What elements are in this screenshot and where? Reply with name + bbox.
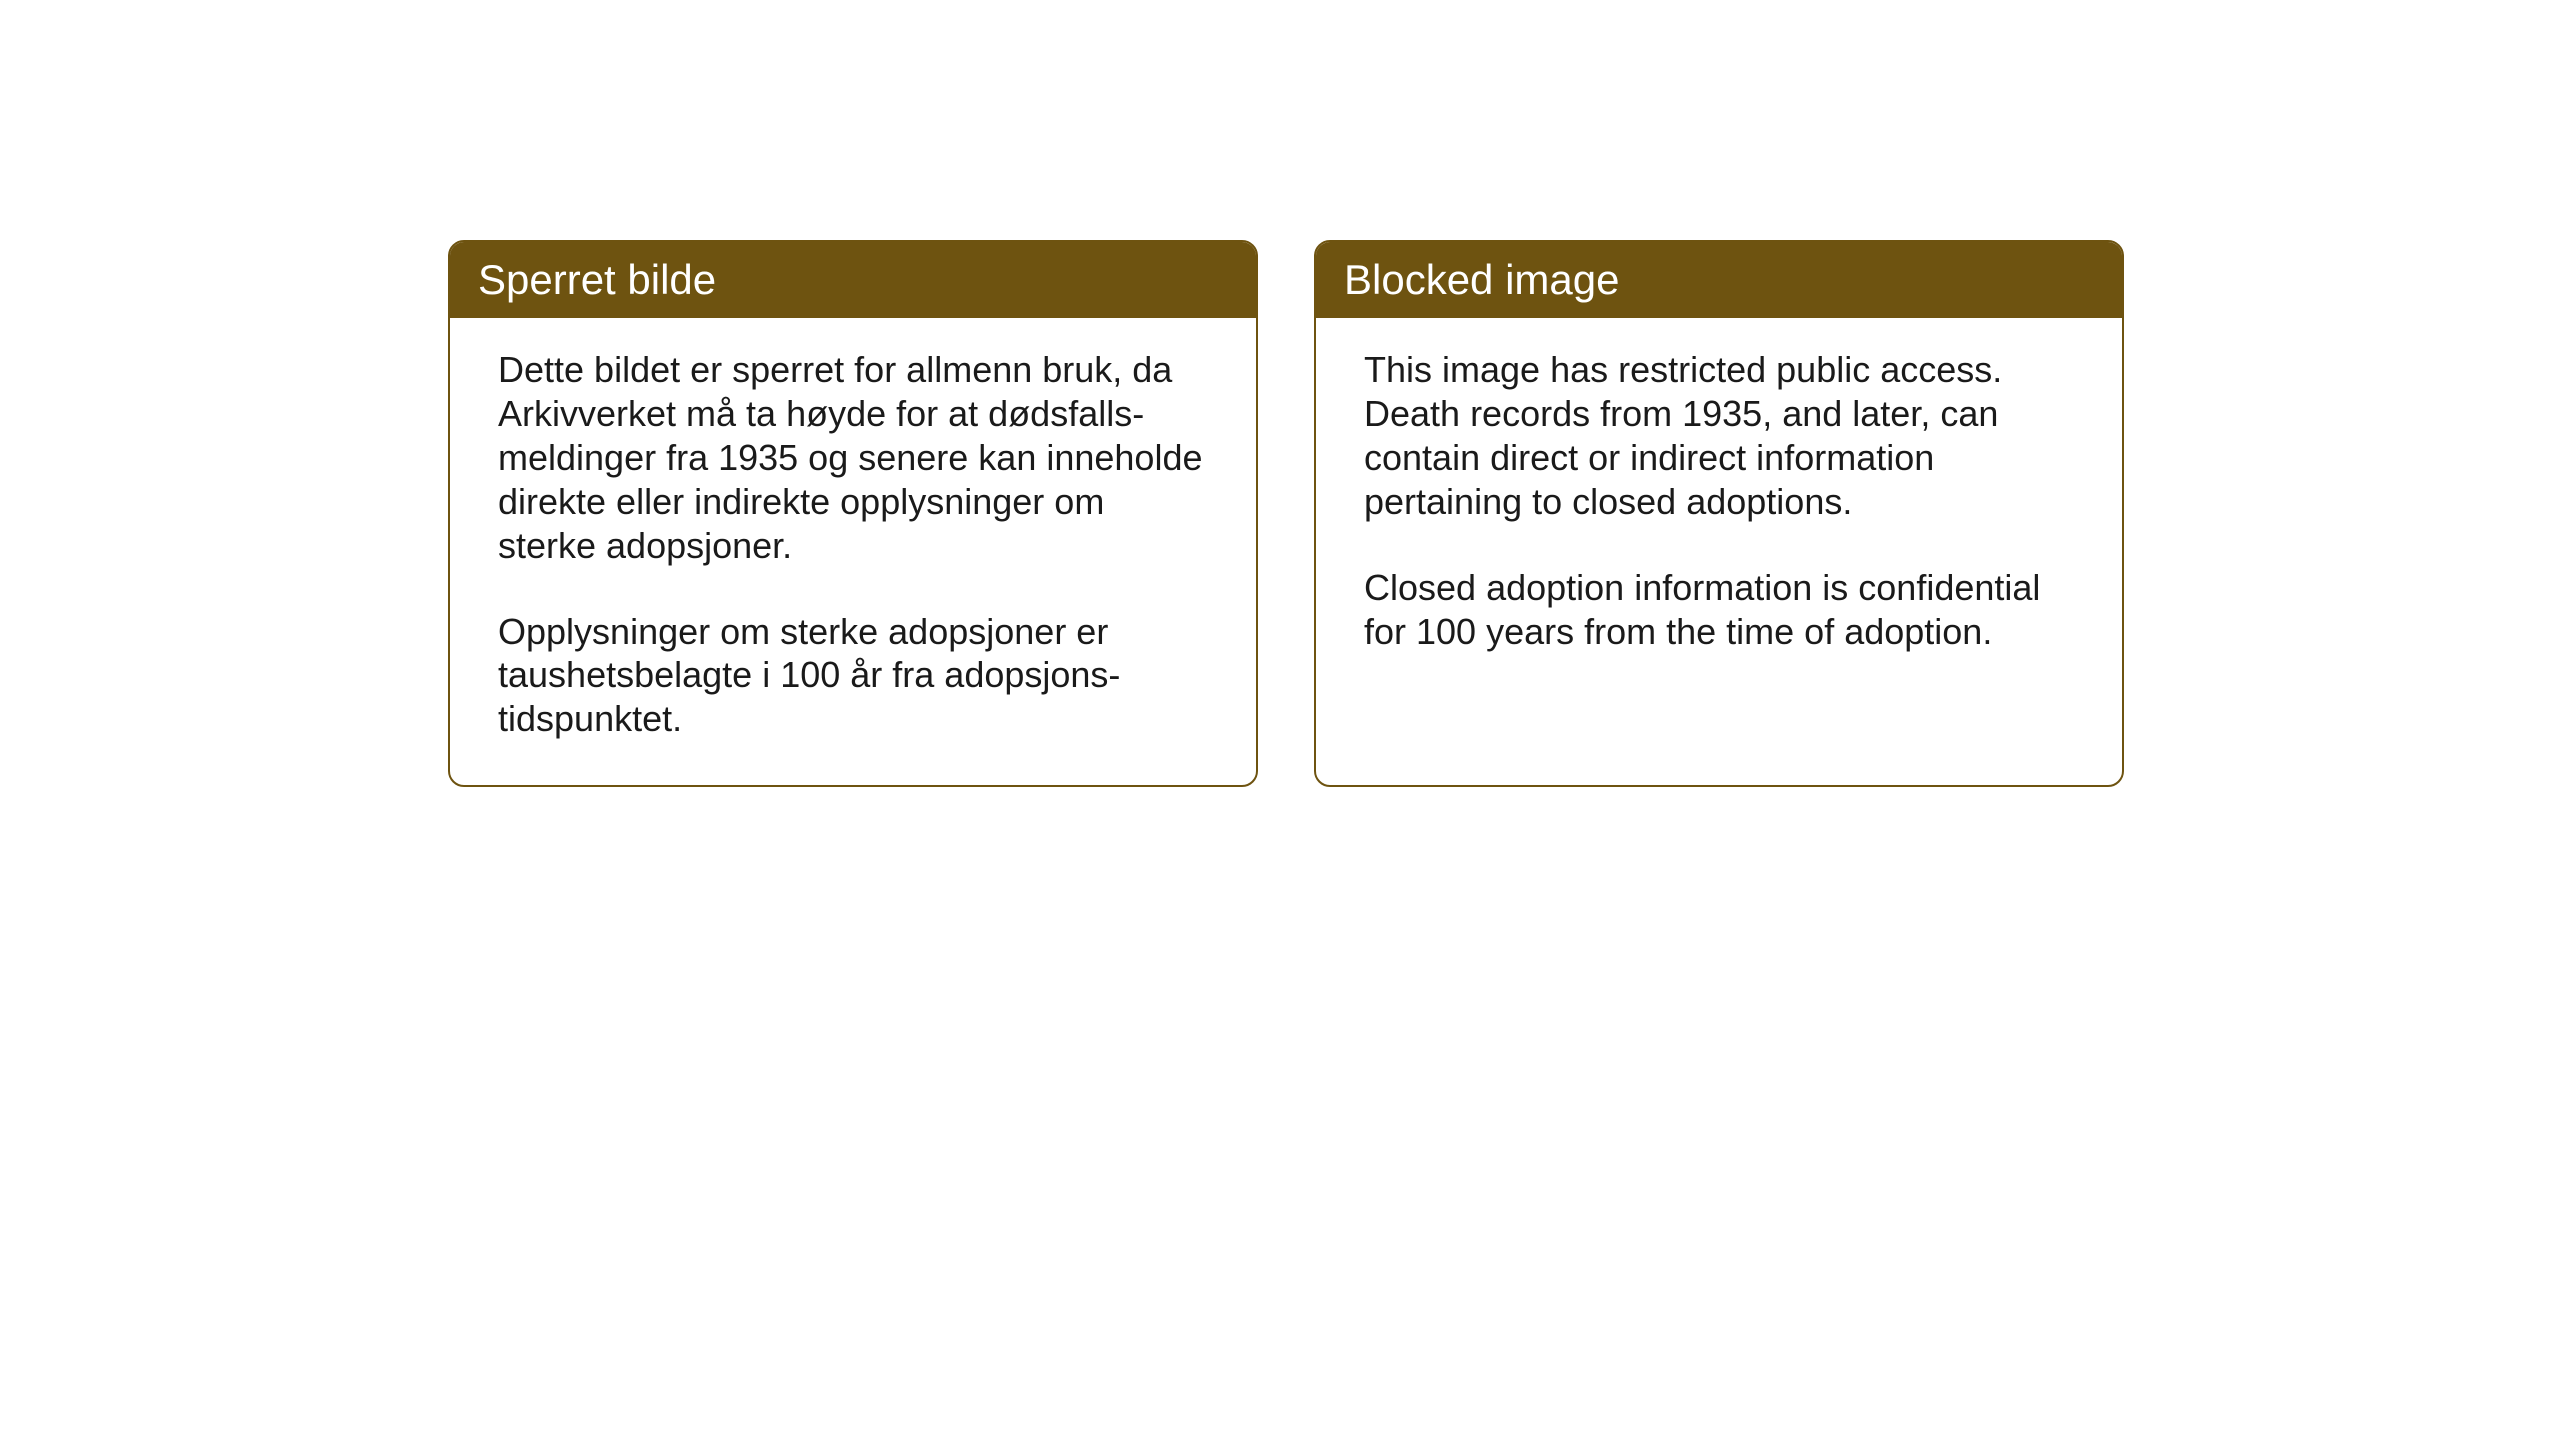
norwegian-notice-card: Sperret bilde Dette bildet er sperret fo… <box>448 240 1258 787</box>
english-card-body: This image has restricted public access.… <box>1316 318 2122 697</box>
english-paragraph-2: Closed adoption information is confident… <box>1364 566 2074 654</box>
norwegian-card-body: Dette bildet er sperret for allmenn bruk… <box>450 318 1256 785</box>
notice-container: Sperret bilde Dette bildet er sperret fo… <box>448 240 2124 787</box>
norwegian-card-title: Sperret bilde <box>450 242 1256 318</box>
norwegian-paragraph-1: Dette bildet er sperret for allmenn bruk… <box>498 348 1208 568</box>
english-notice-card: Blocked image This image has restricted … <box>1314 240 2124 787</box>
norwegian-paragraph-2: Opplysninger om sterke adopsjoner er tau… <box>498 610 1208 742</box>
english-paragraph-1: This image has restricted public access.… <box>1364 348 2074 524</box>
english-card-title: Blocked image <box>1316 242 2122 318</box>
